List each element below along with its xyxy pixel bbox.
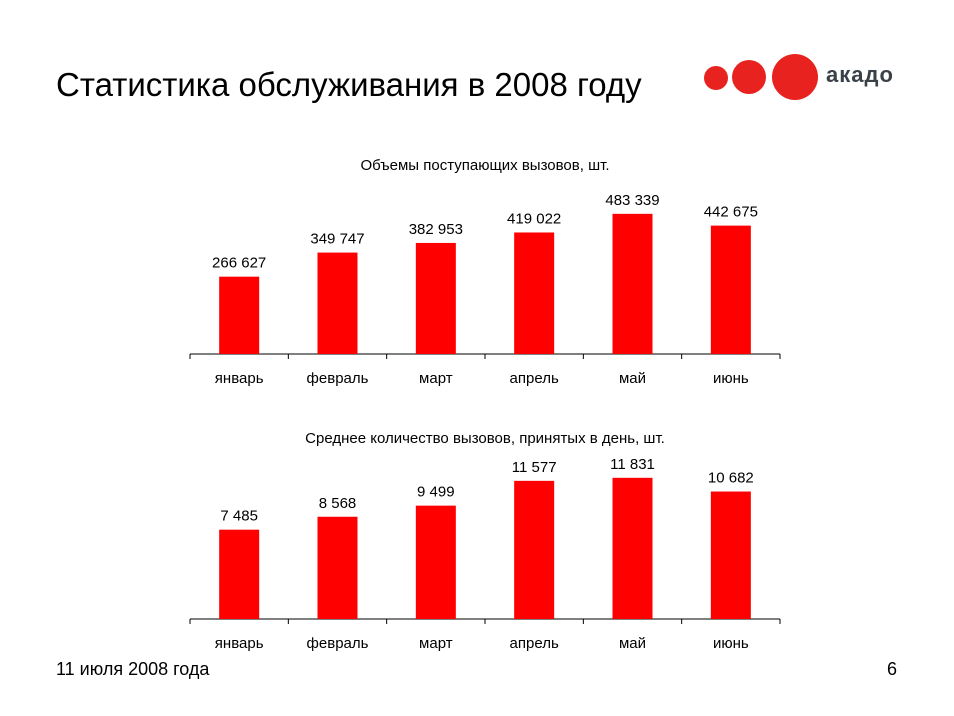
footer-date: 11 июля 2008 года <box>56 659 210 679</box>
x-tick-label: январь <box>215 370 264 387</box>
data-label: 483 339 <box>605 192 659 209</box>
x-tick-label: февраль <box>307 370 369 387</box>
bar-апрель <box>514 232 555 354</box>
bar-июнь <box>710 491 751 619</box>
bar-июнь <box>710 225 751 354</box>
logo-dot-large <box>772 54 818 100</box>
bar-январь <box>219 276 260 354</box>
bar-февраль <box>317 252 358 354</box>
data-label: 8 568 <box>319 495 357 512</box>
data-label: 349 747 <box>310 231 364 248</box>
x-tick-label: февраль <box>307 635 369 652</box>
bar-апрель <box>514 480 555 619</box>
chart-title: Объемы поступающих вызовов, шт. <box>360 157 609 174</box>
bar-май <box>612 477 653 619</box>
x-tick-label: март <box>419 635 453 652</box>
data-label: 442 675 <box>704 204 758 221</box>
data-label: 11 577 <box>512 459 557 476</box>
data-label: 382 953 <box>409 221 463 238</box>
logo-dot-small <box>704 66 728 90</box>
chart-title: Среднее количество вызовов, принятых в д… <box>305 430 665 447</box>
data-label: 419 022 <box>507 210 561 227</box>
logo-dot-medium <box>732 60 766 94</box>
bar-январь <box>219 529 260 619</box>
x-tick-label: апрель <box>510 635 559 652</box>
bar-март <box>415 242 456 354</box>
bar-март <box>415 505 456 619</box>
x-tick-label: июнь <box>713 370 749 387</box>
bar-май <box>612 213 653 354</box>
data-label: 9 499 <box>417 484 455 501</box>
akado-logo: акадо <box>700 50 910 110</box>
data-label: 266 627 <box>212 255 266 272</box>
data-label: 10 682 <box>708 470 754 487</box>
x-tick-label: июнь <box>713 635 749 652</box>
x-tick-label: май <box>619 635 646 652</box>
data-label: 7 485 <box>220 508 258 525</box>
page-title: Статистика обслуживания в 2008 году <box>56 66 642 103</box>
logo-text: акадо <box>826 62 894 87</box>
x-tick-label: март <box>419 370 453 387</box>
x-tick-label: апрель <box>510 370 559 387</box>
data-label: 11 831 <box>610 456 655 473</box>
page-number: 6 <box>887 659 898 679</box>
x-tick-label: январь <box>215 635 264 652</box>
x-tick-label: май <box>619 370 646 387</box>
bar-февраль <box>317 516 358 619</box>
